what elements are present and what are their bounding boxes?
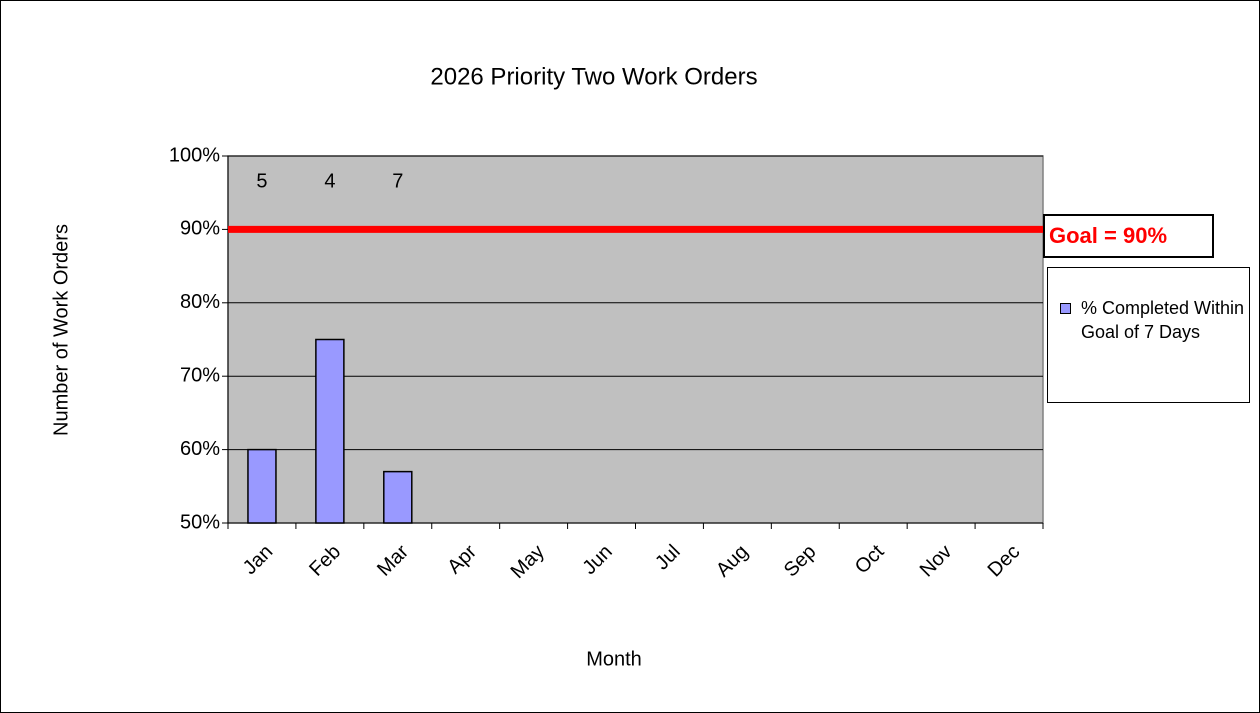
count-label: 7 <box>392 170 403 192</box>
count-label: 4 <box>324 170 335 192</box>
plot-area <box>227 155 1044 524</box>
bar <box>315 338 345 524</box>
y-tick-label: 100% <box>169 144 220 166</box>
bar <box>383 470 413 524</box>
chart-title: 2026 Priority Two Work Orders <box>430 63 757 90</box>
legend-swatch <box>1060 303 1071 314</box>
y-tick-label: 80% <box>180 291 220 313</box>
x-axis-label: Month <box>586 648 642 670</box>
legend: % Completed Within Goal of 7 Days <box>1047 267 1250 403</box>
y-tick-label: 90% <box>180 218 220 240</box>
goal-label: Goal = 90% <box>1049 223 1168 248</box>
bar <box>247 448 277 524</box>
goal-box: Goal = 90% <box>1043 214 1214 258</box>
y-tick-label: 50% <box>180 511 220 533</box>
y-tick-label: 70% <box>180 364 220 386</box>
y-tick-label: 60% <box>180 438 220 460</box>
legend-label: % Completed Within Goal of 7 Days <box>1081 298 1245 342</box>
y-axis-label: Number of Work Orders <box>50 224 72 436</box>
count-label: 5 <box>256 170 267 192</box>
